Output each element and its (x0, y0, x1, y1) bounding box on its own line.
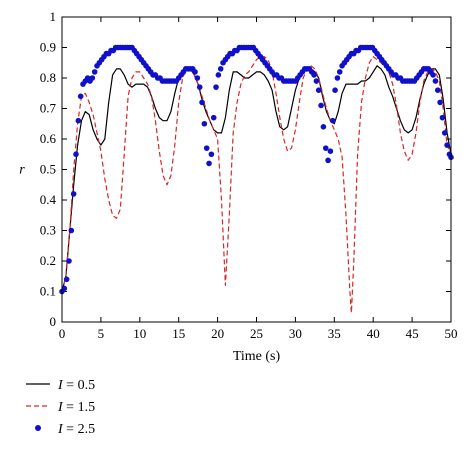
data-point (332, 87, 338, 93)
x-tick-label: 0 (59, 326, 66, 341)
data-point (434, 87, 441, 93)
data-point (208, 151, 215, 158)
data-point (75, 117, 82, 124)
y-tick-label: 1 (50, 9, 57, 24)
legend-item-3: I = 2.5 (35, 422, 95, 437)
data-point (77, 93, 84, 100)
data-point (430, 72, 436, 78)
y-tick-label: 0.6 (40, 131, 57, 146)
data-point (336, 69, 343, 75)
data-point (196, 84, 203, 90)
data-point (315, 87, 322, 93)
data-point (206, 160, 212, 167)
legend-item-2: I = 1.5 (26, 400, 95, 415)
plot-area-frame (61, 16, 452, 323)
data-point (89, 75, 96, 81)
data-point (203, 145, 210, 151)
data-point (320, 124, 327, 130)
legend-marker (35, 425, 41, 431)
legend-label: I = 1.5 (57, 400, 95, 415)
data-point (432, 78, 439, 84)
data-point (327, 148, 334, 154)
data-point (63, 276, 70, 283)
data-point (66, 258, 72, 264)
data-point (318, 102, 324, 109)
legend-label: I = 2.5 (57, 422, 95, 437)
data-point (329, 117, 336, 124)
data-point (194, 75, 201, 81)
legend-label: I = 0.5 (57, 378, 95, 393)
series-layer (59, 44, 454, 314)
data-point (201, 120, 208, 127)
y-tick-label: 0.8 (40, 70, 56, 85)
x-tick-label: 50 (445, 326, 458, 341)
y-tick-label: 0.9 (40, 40, 56, 55)
data-point (441, 130, 448, 136)
y-tick-label: 0.3 (40, 223, 56, 238)
x-tick-label: 10 (133, 326, 146, 341)
data-point (313, 78, 320, 84)
y-tick-label: 0.1 (40, 284, 56, 299)
data-point (217, 66, 224, 72)
x-tick-label: 35 (328, 326, 341, 341)
data-point (311, 72, 317, 78)
y-tick-label: 0.7 (40, 101, 57, 116)
x-tick-label: 15 (172, 326, 185, 341)
x-tick-label: 45 (406, 326, 419, 341)
data-point (210, 114, 217, 121)
series-1-line (61, 65, 452, 292)
y-tick-label: 0.4 (40, 192, 57, 207)
x-axis-ticks: 0 5 10 15 20 25 30 35 40 45 50 (59, 17, 458, 341)
legend: I = 0.5 I = 1.5 I = 2.5 (26, 378, 95, 437)
x-tick-label: 30 (289, 326, 302, 341)
data-point (439, 114, 446, 121)
y-tick-label: 0 (50, 314, 57, 329)
x-tick-label: 25 (250, 326, 263, 341)
data-point (213, 84, 219, 90)
data-point (199, 99, 205, 106)
data-point (444, 142, 450, 148)
data-point (192, 69, 198, 75)
series-3-markers (59, 44, 454, 295)
y-axis-label: r (19, 163, 25, 178)
data-point (61, 285, 68, 292)
data-point (325, 157, 331, 164)
x-axis-label: Time (s) (233, 349, 281, 364)
data-point (70, 191, 77, 197)
data-point (91, 69, 98, 75)
legend-item-1: I = 0.5 (26, 378, 95, 393)
x-tick-label: 40 (367, 326, 380, 341)
data-point (68, 227, 75, 234)
x-tick-label: 5 (98, 326, 105, 341)
data-point (437, 99, 443, 106)
data-point (215, 72, 222, 78)
data-point (322, 145, 329, 151)
data-point (334, 75, 341, 81)
data-point (73, 151, 79, 158)
x-tick-label: 20 (211, 326, 224, 341)
y-tick-label: 0.2 (40, 253, 56, 268)
y-tick-label: 0.5 (40, 162, 56, 177)
